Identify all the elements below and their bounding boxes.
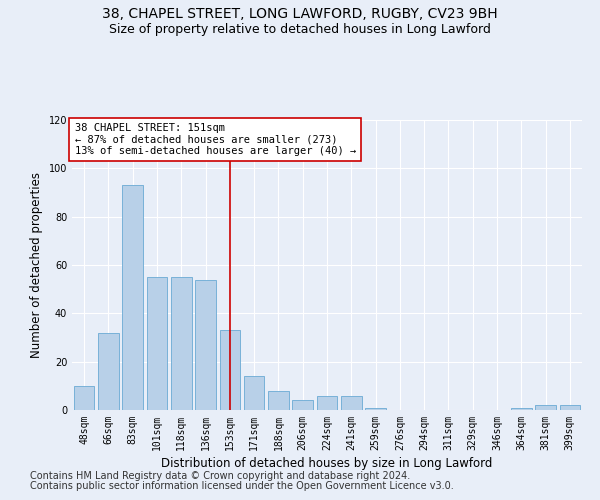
Bar [341,396,362,410]
Bar [171,277,191,410]
Text: Contains HM Land Registry data © Crown copyright and database right 2024.: Contains HM Land Registry data © Crown c… [30,471,410,481]
Bar [511,408,532,410]
Text: Distribution of detached houses by size in Long Lawford: Distribution of detached houses by size … [161,458,493,470]
Text: Size of property relative to detached houses in Long Lawford: Size of property relative to detached ho… [109,22,491,36]
Y-axis label: Number of detached properties: Number of detached properties [30,172,43,358]
Bar [244,376,265,410]
Bar [365,408,386,410]
Bar [220,330,240,410]
Bar [535,405,556,410]
Bar [98,332,119,410]
Bar [122,185,143,410]
Bar [560,405,580,410]
Bar [292,400,313,410]
Text: 38, CHAPEL STREET, LONG LAWFORD, RUGBY, CV23 9BH: 38, CHAPEL STREET, LONG LAWFORD, RUGBY, … [102,8,498,22]
Bar [74,386,94,410]
Bar [317,396,337,410]
Bar [195,280,216,410]
Text: 38 CHAPEL STREET: 151sqm
← 87% of detached houses are smaller (273)
13% of semi-: 38 CHAPEL STREET: 151sqm ← 87% of detach… [74,123,356,156]
Bar [268,390,289,410]
Bar [146,277,167,410]
Text: Contains public sector information licensed under the Open Government Licence v3: Contains public sector information licen… [30,481,454,491]
